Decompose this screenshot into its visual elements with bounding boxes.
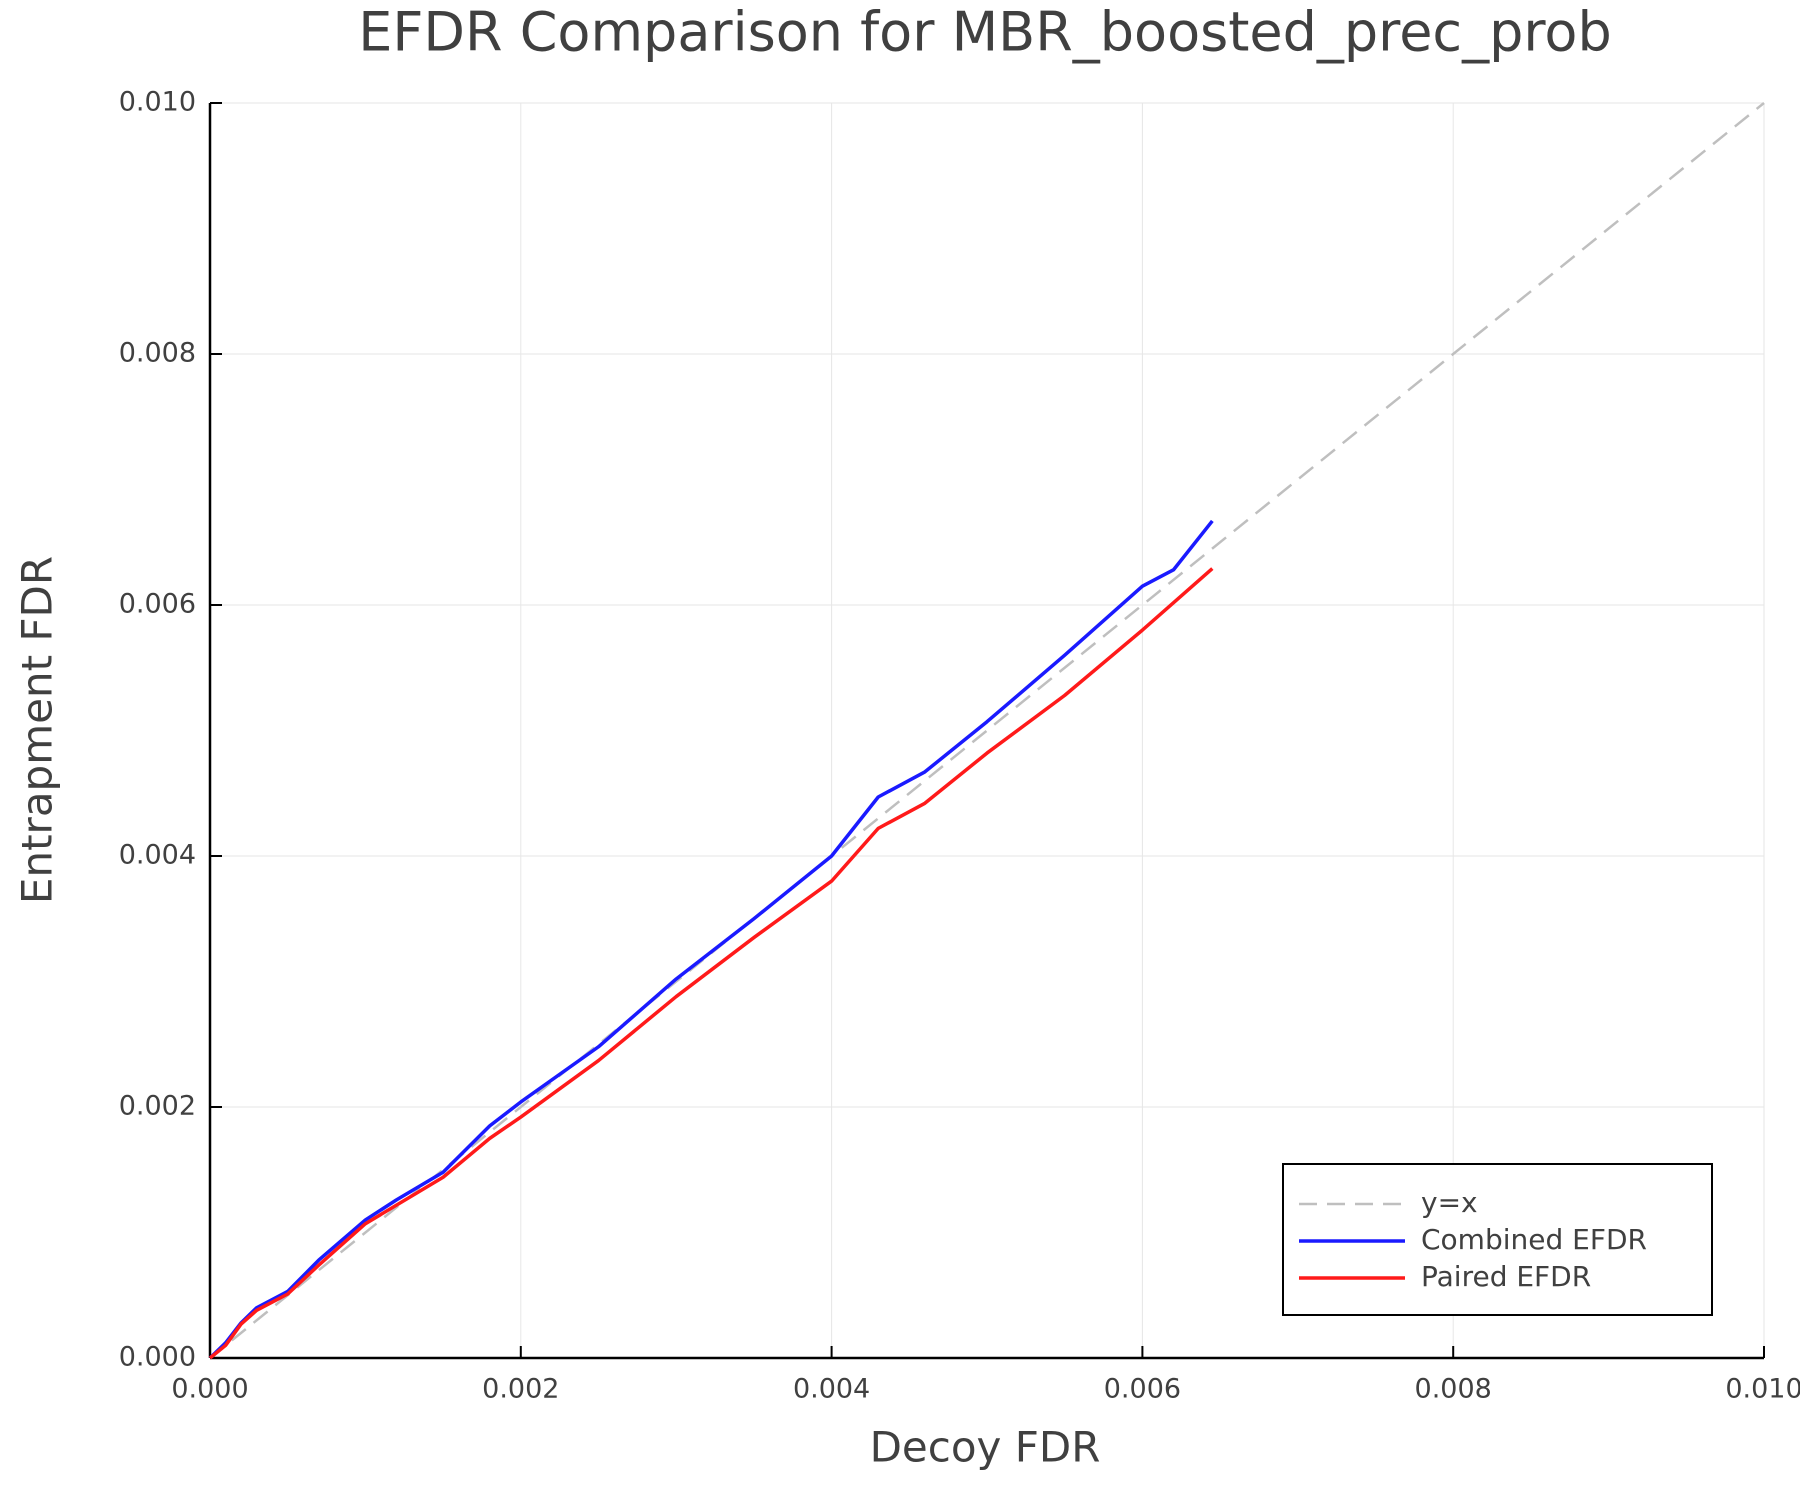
x-axis-label: Decoy FDR xyxy=(870,1423,1101,1472)
y-tick-label: 0.004 xyxy=(119,840,196,871)
x-tick-label: 0.002 xyxy=(482,1374,559,1405)
x-tick-label: 0.006 xyxy=(1104,1374,1181,1405)
y-tick-label: 0.006 xyxy=(119,589,196,620)
x-tick-label: 0.000 xyxy=(171,1374,248,1405)
legend-label: Paired EFDR xyxy=(1421,1260,1591,1293)
x-tick-label: 0.004 xyxy=(793,1374,870,1405)
y-tick-label: 0.000 xyxy=(119,1342,196,1373)
x-tick-label: 0.008 xyxy=(1415,1374,1492,1405)
y-tick-label: 0.002 xyxy=(119,1091,196,1122)
series-line xyxy=(208,567,1214,1360)
chart-title: EFDR Comparison for MBR_boosted_prec_pro… xyxy=(358,1,1611,64)
legend: y=x Combined EFDR Paired EFDR xyxy=(1282,1163,1713,1316)
legend-label: y=x xyxy=(1421,1186,1478,1219)
series-line xyxy=(209,102,1765,1359)
y-axis-label: Entrapment FDR xyxy=(13,556,62,904)
y-tick-label: 0.008 xyxy=(119,338,196,369)
series-line xyxy=(208,519,1214,1360)
y-tick-label: 0.010 xyxy=(119,87,196,118)
x-tick-label: 0.010 xyxy=(1725,1374,1800,1405)
legend-label: Combined EFDR xyxy=(1421,1223,1647,1256)
